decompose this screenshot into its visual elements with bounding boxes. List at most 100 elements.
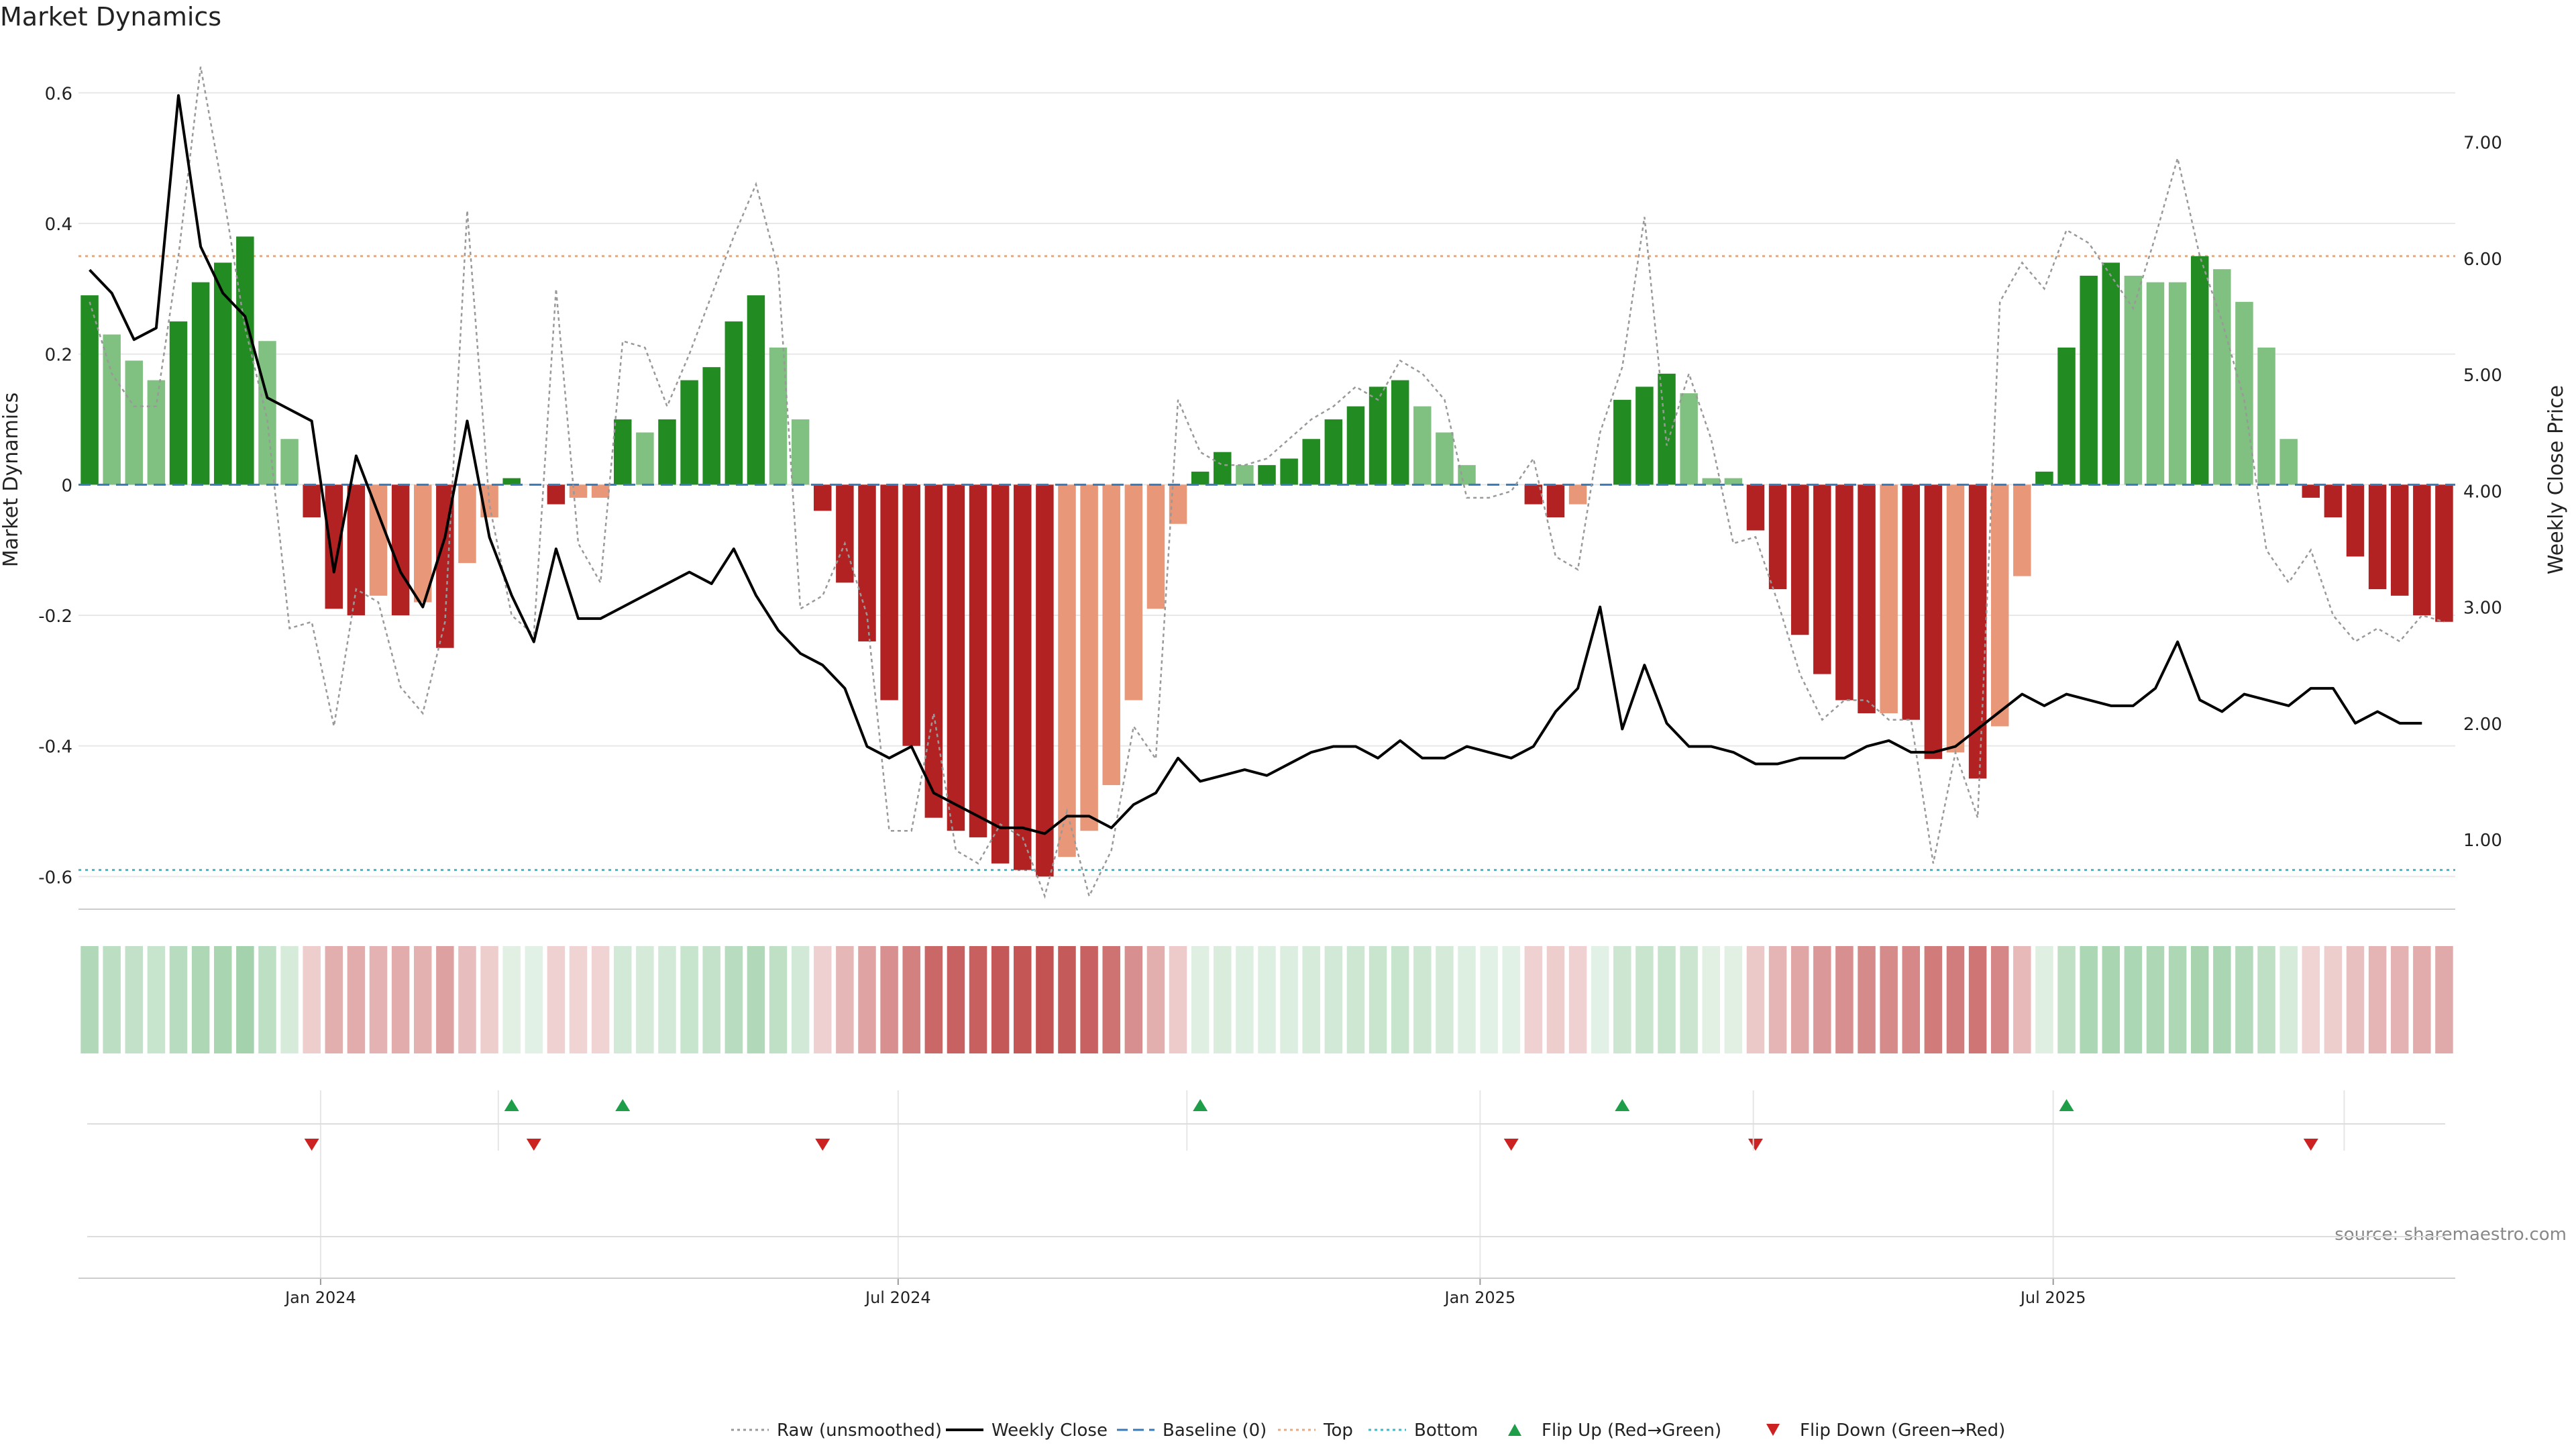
heat-cell	[614, 946, 632, 1053]
legend-swatch	[1766, 1424, 1780, 1436]
heat-cell	[702, 946, 720, 1053]
legend-item: Bottom	[1368, 1420, 1478, 1441]
heat-cell	[1391, 946, 1409, 1053]
heat-cell	[2368, 946, 2387, 1053]
heat-cell	[1613, 946, 1631, 1053]
legend-item: Flip Down (Green→Red)	[1766, 1420, 2005, 1441]
market-dynamics-bar	[1702, 478, 1720, 485]
heat-cell	[236, 946, 254, 1053]
heat-cell	[1524, 946, 1543, 1053]
flip-down-marker	[304, 1139, 319, 1151]
market-dynamics-bar	[2435, 484, 2453, 622]
market-dynamics-bar	[1436, 432, 1454, 485]
market-dynamics-bar	[458, 484, 476, 564]
market-dynamics-bar	[658, 419, 676, 485]
heat-cell	[169, 946, 188, 1053]
market-dynamics-bar	[1146, 484, 1165, 609]
heat-cell	[2190, 946, 2209, 1053]
heat-cell	[1880, 946, 1898, 1053]
heat-cell	[436, 946, 454, 1053]
heat-cell	[413, 946, 432, 1053]
market-dynamics-bar	[2057, 347, 2076, 485]
market-dynamics-bar	[1946, 484, 1965, 753]
heat-cell	[1568, 946, 1587, 1053]
flip-down-marker	[526, 1139, 541, 1151]
y-tick-label-right: 3.00	[2463, 599, 2502, 619]
market-dynamics-bar	[702, 367, 720, 485]
heat-cell	[769, 946, 788, 1053]
market-dynamics-bar	[1835, 484, 1854, 701]
heat-cell	[480, 946, 498, 1053]
heat-cell	[1346, 946, 1365, 1053]
flip-up-marker	[2059, 1099, 2074, 1111]
flip-down-marker	[1503, 1139, 1519, 1151]
market-dynamics-bar	[2168, 282, 2187, 485]
legend-swatch	[1508, 1424, 1521, 1436]
market-dynamics-bar	[1880, 484, 1898, 714]
flip-down-marker	[1748, 1139, 1763, 1151]
heat-cell	[325, 946, 343, 1053]
market-dynamics-bar	[880, 484, 898, 701]
heat-cell	[1146, 946, 1165, 1053]
market-dynamics-bar	[1768, 484, 1787, 590]
y-tick-label-right: 1.00	[2463, 831, 2502, 851]
market-dynamics-bar	[969, 484, 987, 837]
market-dynamics-bar	[1169, 484, 1187, 524]
heat-cell	[1124, 946, 1143, 1053]
market-dynamics-bar	[1214, 452, 1232, 485]
heat-cell	[1058, 946, 1076, 1053]
market-dynamics-bar	[2146, 282, 2165, 485]
market-dynamics-bar	[2102, 262, 2121, 485]
market-dynamics-bar	[1191, 471, 1210, 485]
heat-cell	[747, 946, 765, 1053]
market-dynamics-bar	[391, 484, 410, 616]
heat-cell	[2346, 946, 2365, 1053]
y-axis-label-right: Weekly Close Price	[2544, 385, 2568, 574]
market-dynamics-bar	[1813, 484, 1831, 674]
market-dynamics-bar	[236, 236, 254, 485]
heat-cell	[502, 946, 521, 1053]
market-dynamics-bar	[280, 439, 299, 485]
heat-cell	[1368, 946, 1387, 1053]
market-dynamics-bar	[1724, 478, 1743, 485]
y-axis-label-left: Market Dynamics	[0, 393, 23, 568]
market-dynamics-bar	[814, 484, 832, 511]
heat-cell	[1014, 946, 1032, 1053]
y-tick-label-right: 7.00	[2463, 134, 2502, 154]
legend-label: Flip Up (Red→Green)	[1542, 1420, 1721, 1441]
legend-item: Raw (unsmoothed)	[731, 1420, 942, 1441]
heat-cell	[280, 946, 299, 1053]
market-dynamics-bar	[413, 484, 432, 603]
flip-up-marker	[1615, 1099, 1630, 1111]
heat-cell	[969, 946, 987, 1053]
heat-cell	[1858, 946, 1876, 1053]
y-tick-label-left: 0	[61, 476, 72, 496]
market-dynamics-bar	[724, 321, 743, 485]
heat-cell	[369, 946, 388, 1053]
market-dynamics-bar	[325, 484, 343, 609]
heat-cell	[2324, 946, 2343, 1053]
market-dynamics-bar	[2235, 301, 2253, 485]
market-dynamics-bar	[1058, 484, 1076, 858]
heat-cell	[391, 946, 410, 1053]
heat-cell	[1813, 946, 1831, 1053]
heat-cell	[525, 946, 543, 1053]
market-dynamics-bar	[680, 380, 698, 485]
market-dynamics-bar	[2302, 484, 2320, 498]
heat-cell	[2413, 946, 2431, 1053]
heat-cell	[1924, 946, 1943, 1053]
heat-cell	[1258, 946, 1276, 1053]
x-tick-label: Jan 2024	[284, 1288, 356, 1307]
heat-cell	[1680, 946, 1698, 1053]
heat-cell	[814, 946, 832, 1053]
market-dynamics-bar	[924, 484, 943, 818]
flip-down-marker	[815, 1139, 830, 1151]
heat-cell	[591, 946, 610, 1053]
market-dynamics-bar	[2213, 269, 2231, 485]
market-dynamics-bar	[791, 419, 810, 485]
market-dynamics-bar	[347, 484, 366, 616]
heat-cell	[80, 946, 99, 1053]
legend-item: Flip Up (Red→Green)	[1508, 1420, 1721, 1441]
heat-cell	[1658, 946, 1676, 1053]
